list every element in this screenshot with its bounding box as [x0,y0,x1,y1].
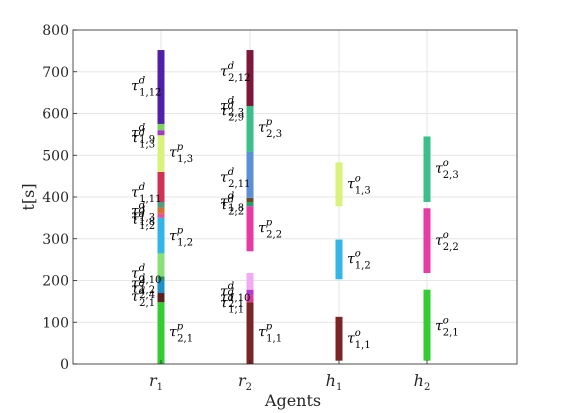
segment-label-r1-0: τp 2,1 [169,322,193,345]
segment-label-r2-14: τp 1,1 [258,322,282,345]
segment-r1-1 [158,293,165,302]
segment-label-h1-27: τo 1,2 [347,249,371,272]
x-tick-sub: 2 [424,382,430,393]
segment-h2-30 [424,136,431,202]
segment-r1-7 [158,207,165,213]
segment-h1-27 [336,162,343,206]
x-ticks: r1 r2 h1 h2 [149,360,430,393]
segment-label-r1-9: τd 1,11 [131,182,161,205]
y-tick-label: 600 [42,107,69,123]
x-tick-label-h1: h1 [326,371,343,393]
x-tick-sub: 1 [336,382,342,393]
segment-r1-4 [158,253,165,276]
x-tick-label-h2: h2 [414,371,431,393]
x-tick-sub: 1 [157,382,163,393]
segment-r2-22 [247,152,254,198]
segment-label-h2-30: τo 2,2 [435,230,459,253]
x-tick-label-r1: r1 [149,371,163,393]
segment-h1-26 [336,240,343,280]
y-axis-label: t[s] [19,183,38,210]
y-tick-label: 0 [60,357,69,373]
segment-label-r1-10: τp 1,3 [169,142,193,165]
segment-h2-28 [424,290,431,361]
segment-h1-25 [336,317,343,361]
segment-r2-20 [247,202,254,206]
x-tick-main: h [326,371,336,390]
segment-r2-19 [247,206,254,251]
segment-label-h2-29: τo 2,1 [435,315,459,338]
x-tick-sub: 2 [246,382,252,393]
segment-r2-21 [247,198,254,202]
segment-label-r2-18: τp 2,2 [258,217,282,240]
segment-r1-5 [158,218,165,253]
segment-r2-14 [247,302,254,364]
segment-label-h2-31: τo 2,3 [435,158,459,181]
segment-label-r2-21: τd 2,11 [220,167,250,190]
segment-label-h1-26: τo 1,1 [347,328,371,351]
segment-r2-17 [247,273,254,290]
gantt-segments [158,50,431,364]
segment-label-r2-22: τp 2,3 [258,117,282,140]
segment-r1-12 [158,124,165,130]
y-ticks: 0 100 200 300 400 500 600 700 800 [42,23,77,373]
segment-r2-23 [247,106,254,152]
segment-label-r1-5: τp 1,2 [169,226,193,249]
x-tick-main: h [414,371,424,390]
segment-r1-10 [158,135,165,172]
segment-r1-6 [158,214,165,218]
y-tick-label: 200 [42,274,69,290]
y-tick-label: 300 [42,232,69,248]
segment-r1-0 [158,302,165,364]
y-tick-label: 100 [42,315,69,331]
y-tick-label: 700 [42,65,69,81]
x-tick-label-r2: r2 [238,371,252,393]
segment-label-r2-25: τd 2,12 [220,61,250,84]
segment-label-r1-13: τd 1,12 [131,75,161,98]
segment-label-h1-28: τo 1,3 [347,173,371,196]
y-tick-label: 400 [42,190,69,206]
y-tick-label: 800 [42,23,69,39]
segment-r1-11 [158,130,165,135]
segment-r2-18 [247,251,254,273]
x-axis-label: Agents [264,391,321,410]
y-tick-label: 500 [42,148,69,164]
segment-h2-29 [424,208,431,273]
